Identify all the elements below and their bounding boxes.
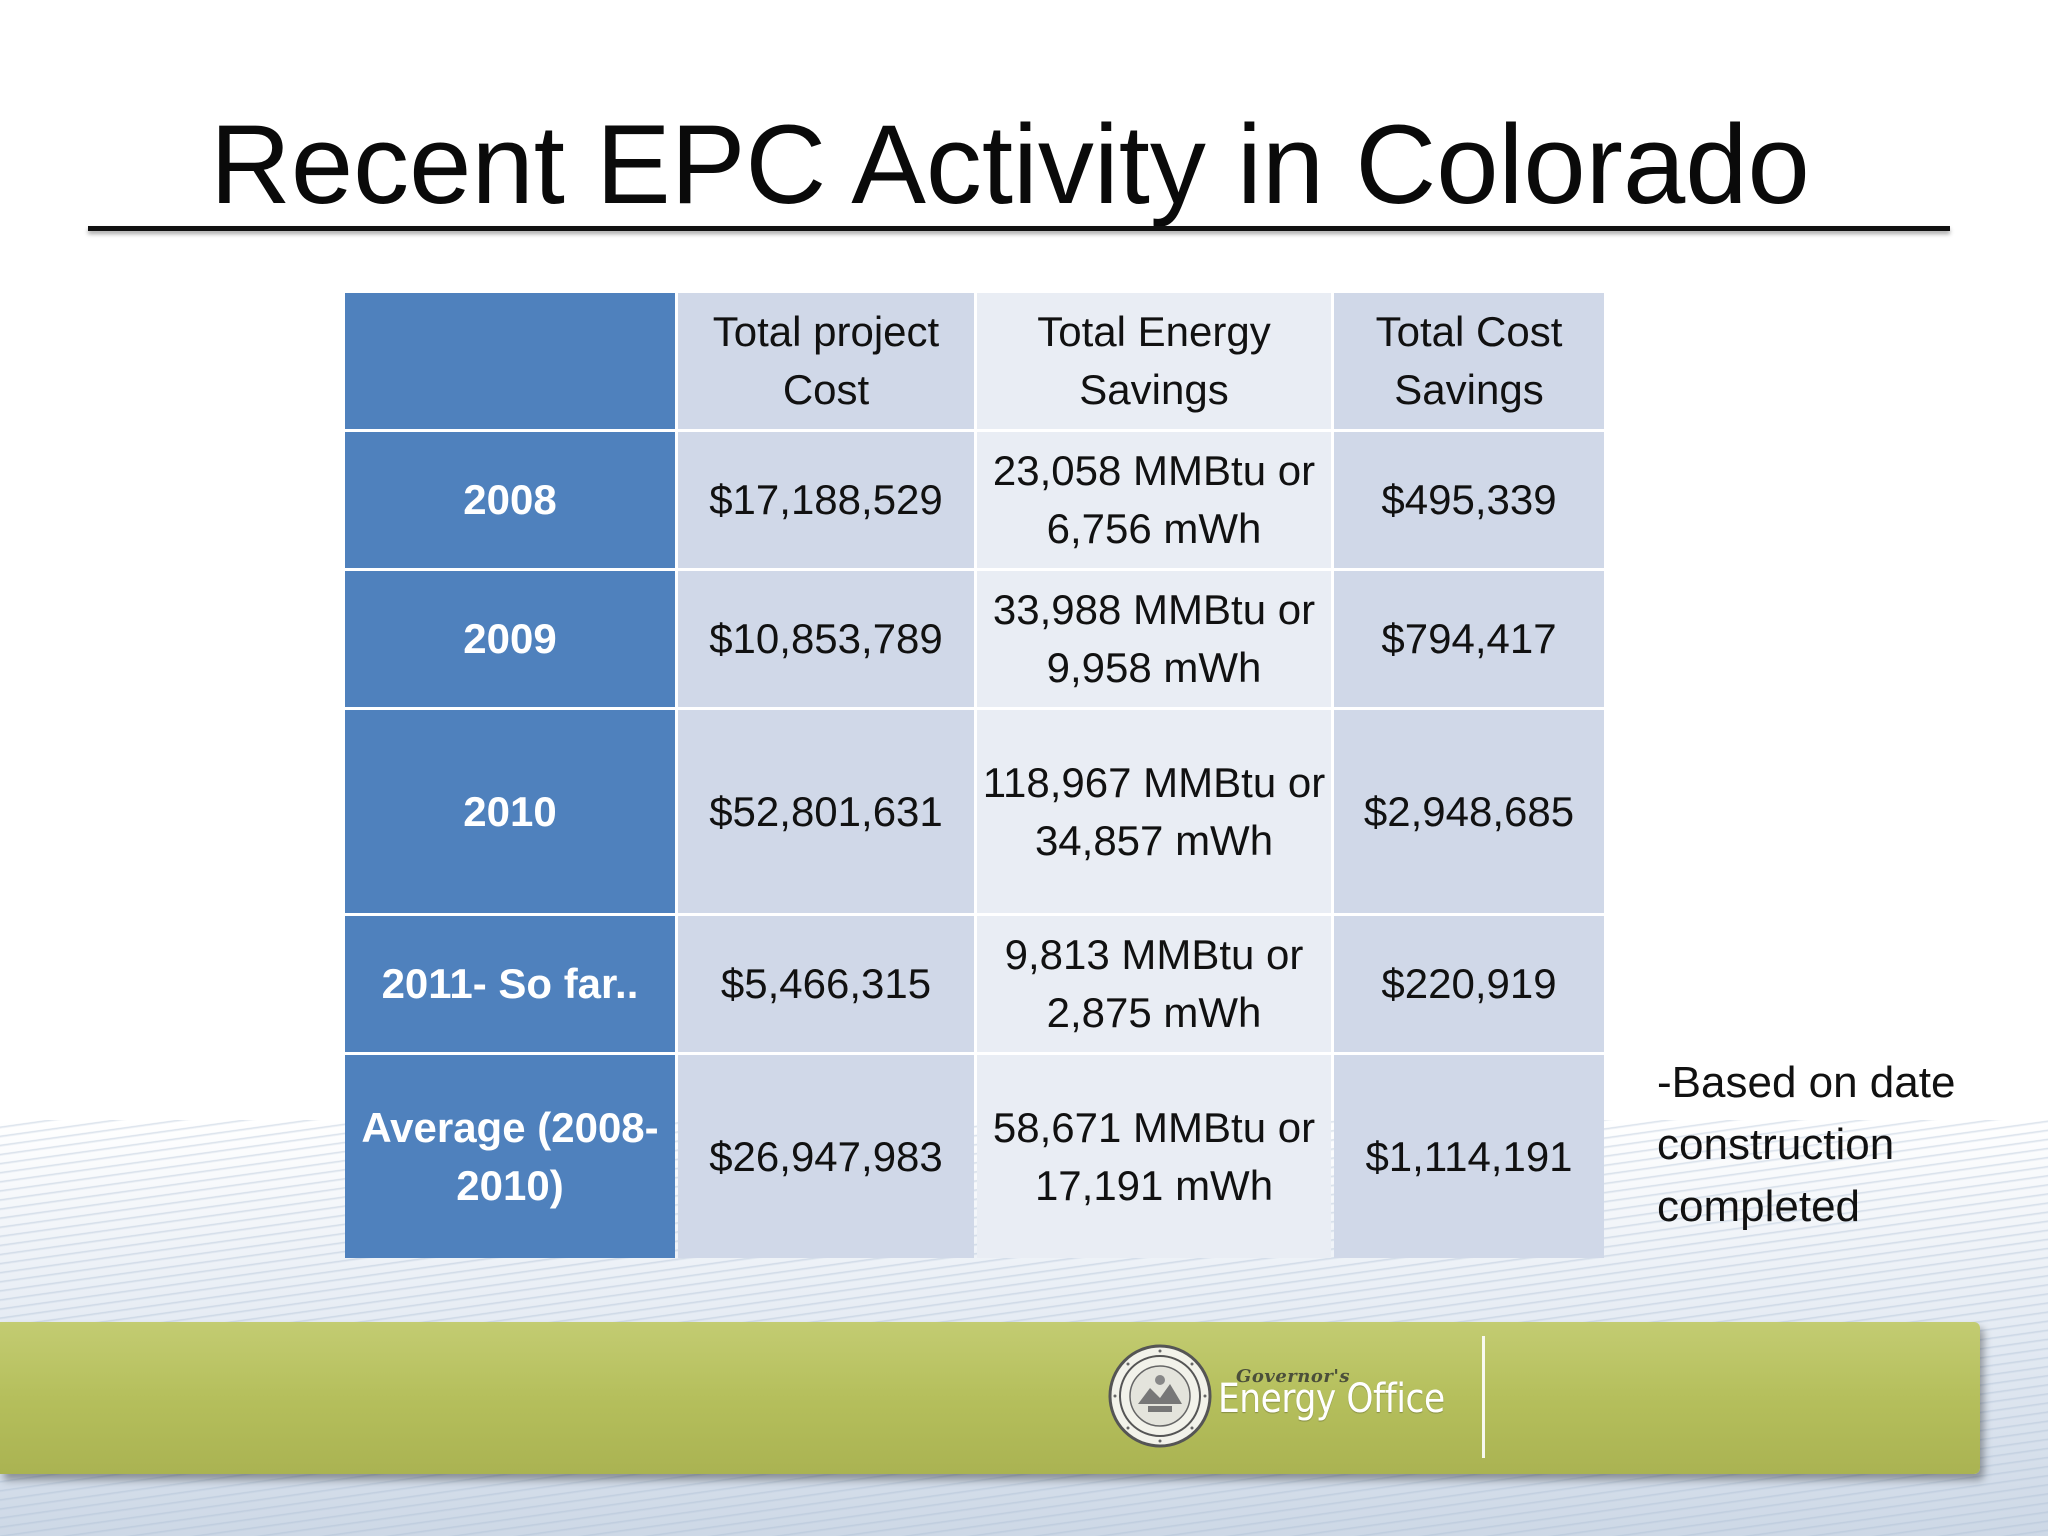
- header-total-project-cost: Total project Cost: [678, 293, 974, 429]
- cell-cost-savings: $2,948,685: [1334, 710, 1604, 913]
- logo-divider: [1482, 1336, 1485, 1458]
- cell-project-cost: $5,466,315: [678, 916, 974, 1052]
- cell-cost-savings: $220,919: [1334, 916, 1604, 1052]
- table-row: 2008 $17,188,529 23,058 MMBtu or 6,756 m…: [345, 432, 1604, 568]
- cell-energy-savings: 118,967 MMBtu or 34,857 mWh: [977, 710, 1331, 913]
- table-row: Average (2008-2010) $26,947,983 58,671 M…: [345, 1055, 1604, 1258]
- footer-band: [0, 1322, 1980, 1474]
- logo-energy-office-text: Energy Office: [1218, 1376, 1445, 1422]
- row-label: Average (2008-2010): [345, 1055, 675, 1258]
- table-row: 2009 $10,853,789 33,988 MMBtu or 9,958 m…: [345, 571, 1604, 707]
- footnote: -Based on date construction completed: [1657, 1058, 1956, 1231]
- table-row: 2011- So far.. $5,466,315 9,813 MMBtu or…: [345, 916, 1604, 1052]
- logo-governors-text: Governor's: [1236, 1366, 1350, 1387]
- table-row: 2010 $52,801,631 118,967 MMBtu or 34,857…: [345, 710, 1604, 913]
- cell-energy-savings: 23,058 MMBtu or 6,756 mWh: [977, 432, 1331, 568]
- cell-project-cost: $17,188,529: [678, 432, 974, 568]
- row-label: 2011- So far..: [345, 916, 675, 1052]
- table-header-row: Total project Cost Total Energy Savings …: [345, 293, 1604, 429]
- cell-cost-savings: $794,417: [1334, 571, 1604, 707]
- row-label: 2008: [345, 432, 675, 568]
- cell-cost-savings: $1,114,191: [1334, 1055, 1604, 1258]
- slide-title: Recent EPC Activity in Colorado: [210, 102, 1810, 227]
- table-corner-cell: [345, 293, 675, 429]
- cell-energy-savings: 9,813 MMBtu or 2,875 mWh: [977, 916, 1331, 1052]
- epc-activity-table: Total project Cost Total Energy Savings …: [342, 290, 1607, 1261]
- header-total-energy-savings: Total Energy Savings: [977, 293, 1331, 429]
- row-label: 2010: [345, 710, 675, 913]
- cell-project-cost: $10,853,789: [678, 571, 974, 707]
- title-underline: [88, 226, 1950, 231]
- cell-energy-savings: 33,988 MMBtu or 9,958 mWh: [977, 571, 1331, 707]
- cell-cost-savings: $495,339: [1334, 432, 1604, 568]
- row-label: 2009: [345, 571, 675, 707]
- header-total-cost-savings: Total Cost Savings: [1334, 293, 1604, 429]
- cell-project-cost: $26,947,983: [678, 1055, 974, 1258]
- cell-energy-savings: 58,671 MMBtu or 17,191 mWh: [977, 1055, 1331, 1258]
- cell-project-cost: $52,801,631: [678, 710, 974, 913]
- state-seal-icon: [1108, 1344, 1212, 1448]
